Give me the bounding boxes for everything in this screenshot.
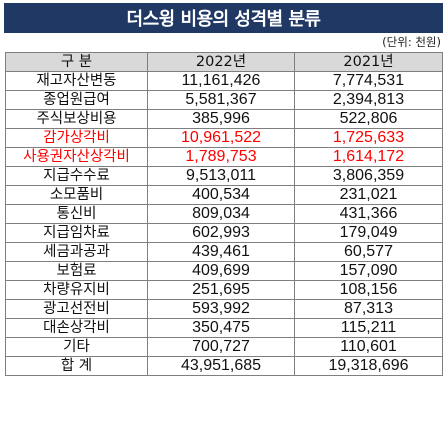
- value-2022: 602,993: [147, 223, 295, 243]
- row-label: 지급임차료: [5, 223, 148, 243]
- table-row: 통신비 809,034 431,366: [5, 204, 443, 224]
- table-row: 감가상각비 10,961,522 1,725,633: [5, 128, 443, 148]
- value-2021: 1,614,172: [294, 147, 443, 167]
- title-bar: 더스윙 비용의 성격별 분류: [4, 3, 443, 33]
- value-2022: 400,534: [147, 185, 295, 205]
- table-row: 기타 700,727 110,601: [5, 337, 443, 357]
- value-2021: 19,318,696: [294, 356, 443, 376]
- row-label: 소모품비: [5, 185, 148, 205]
- value-2021: 108,156: [294, 280, 443, 300]
- table-row: 세금과공과 439,461 60,577: [5, 242, 443, 262]
- value-2021: 522,806: [294, 109, 443, 129]
- unit-label: (단위: 천원): [382, 35, 441, 49]
- value-2021: 110,601: [294, 337, 443, 357]
- value-2022: 10,961,522: [147, 128, 295, 148]
- table-row: 사용권자산상각비 1,789,753 1,614,172: [5, 147, 443, 167]
- header-2021: 2021년: [294, 52, 443, 72]
- value-2021: 179,049: [294, 223, 443, 243]
- value-2022: 409,699: [147, 261, 295, 281]
- value-2022: 11,161,426: [147, 71, 295, 91]
- row-label: 광고선전비: [5, 299, 148, 319]
- table-row: 소모품비 400,534 231,021: [5, 185, 443, 205]
- row-label: 재고자산변동: [5, 71, 148, 91]
- value-2021: 157,090: [294, 261, 443, 281]
- value-2021: 2,394,813: [294, 90, 443, 110]
- table-header-row: 구 분 2022년 2021년: [5, 52, 443, 72]
- table-row: 주식보상비용 385,996 522,806: [5, 109, 443, 129]
- expense-table: 구 분 2022년 2021년 재고자산변동 11,161,426 7,774,53…: [5, 52, 443, 376]
- value-2021: 3,806,359: [294, 166, 443, 186]
- value-2022: 809,034: [147, 204, 295, 224]
- value-2022: 700,727: [147, 337, 295, 357]
- value-2022: 350,475: [147, 318, 295, 338]
- row-label: 감가상각비: [5, 128, 148, 148]
- page-title: 더스윙 비용의 성격별 분류: [126, 9, 321, 30]
- row-label: 합 계: [5, 356, 148, 376]
- table-row: 대손상각비 350,475 115,211: [5, 318, 443, 338]
- value-2021: 87,313: [294, 299, 443, 319]
- row-label: 사용권자산상각비: [5, 147, 148, 167]
- table-row: 차량유지비 251,695 108,156: [5, 280, 443, 300]
- table-row: 재고자산변동 11,161,426 7,774,531: [5, 71, 443, 91]
- header-category: 구 분: [5, 52, 148, 72]
- value-2022: 439,461: [147, 242, 295, 262]
- value-2022: 593,992: [147, 299, 295, 319]
- row-label: 기타: [5, 337, 148, 357]
- value-2022: 251,695: [147, 280, 295, 300]
- row-label: 종업원급여: [5, 90, 148, 110]
- row-label: 통신비: [5, 204, 148, 224]
- row-label: 차량유지비: [5, 280, 148, 300]
- value-2022: 1,789,753: [147, 147, 295, 167]
- header-2022: 2022년: [147, 52, 295, 72]
- row-label: 세금과공과: [5, 242, 148, 262]
- value-2022: 9,513,011: [147, 166, 295, 186]
- value-2021: 60,577: [294, 242, 443, 262]
- value-2022: 43,951,685: [147, 356, 295, 376]
- value-2022: 5,581,367: [147, 90, 295, 110]
- value-2021: 1,725,633: [294, 128, 443, 148]
- total-row: 합 계 43,951,685 19,318,696: [5, 356, 443, 376]
- table-body: 재고자산변동 11,161,426 7,774,531 종업원급여 5,581,367 2…: [5, 71, 443, 376]
- value-2021: 7,774,531: [294, 71, 443, 91]
- value-2021: 231,021: [294, 185, 443, 205]
- row-label: 대손상각비: [5, 318, 148, 338]
- table-row: 광고선전비 593,992 87,313: [5, 299, 443, 319]
- row-label: 보험료: [5, 261, 148, 281]
- value-2021: 431,366: [294, 204, 443, 224]
- row-label: 지급수수료: [5, 166, 148, 186]
- value-2022: 385,996: [147, 109, 295, 129]
- table-row: 보험료 409,699 157,090: [5, 261, 443, 281]
- table-row: 종업원급여 5,581,367 2,394,813: [5, 90, 443, 110]
- table-row: 지급임차료 602,993 179,049: [5, 223, 443, 243]
- table-row: 지급수수료 9,513,011 3,806,359: [5, 166, 443, 186]
- row-label: 주식보상비용: [5, 109, 148, 129]
- value-2021: 115,211: [294, 318, 443, 338]
